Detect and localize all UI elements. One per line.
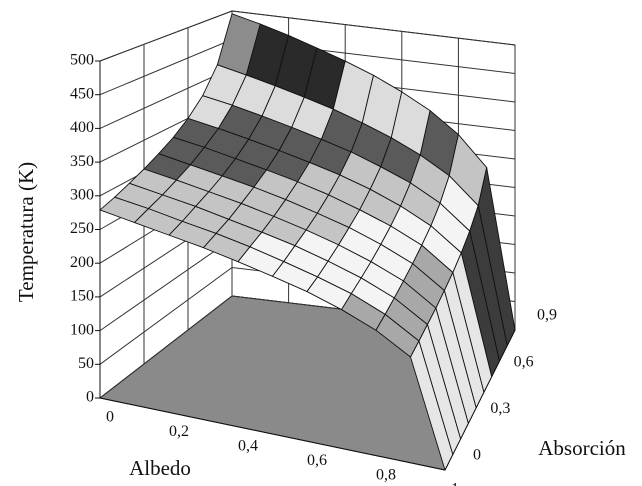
z-tick-label: 450 — [70, 85, 94, 102]
y-tick-label: 0,3 — [490, 400, 510, 417]
y-axis-title: Absorción — [538, 436, 626, 460]
x-tick-label: 1 — [451, 481, 459, 486]
x-axis-title: Albedo — [129, 456, 191, 480]
x-tick-label: 0,2 — [169, 423, 189, 440]
surface-patch — [410, 340, 454, 471]
z-tick-label: 500 — [70, 52, 94, 69]
z-tick-label: 250 — [70, 220, 94, 237]
x-tick-label: 0,4 — [238, 437, 258, 454]
z-tick-label: 400 — [70, 119, 94, 136]
z-tick-label: 200 — [70, 254, 94, 271]
x-tick-label: 0,6 — [307, 452, 327, 469]
z-tick-label: 50 — [78, 355, 94, 372]
x-tick-label: 0,8 — [376, 466, 396, 483]
x-axis — [99, 397, 446, 471]
z-tick-label: 0 — [86, 389, 94, 406]
y-tick-label: 0,9 — [537, 307, 557, 324]
y-tick-label: 0 — [473, 447, 481, 464]
y-tick-label: 0,6 — [514, 353, 534, 370]
z-tick-label: 350 — [70, 153, 94, 170]
z-tick-label: 300 — [70, 186, 94, 203]
z-tick-label: 150 — [70, 288, 94, 305]
z-axis-title: Temperatura (K) — [14, 162, 38, 302]
z-tick-label: 100 — [70, 321, 94, 338]
x-tick-label: 0 — [106, 409, 114, 426]
